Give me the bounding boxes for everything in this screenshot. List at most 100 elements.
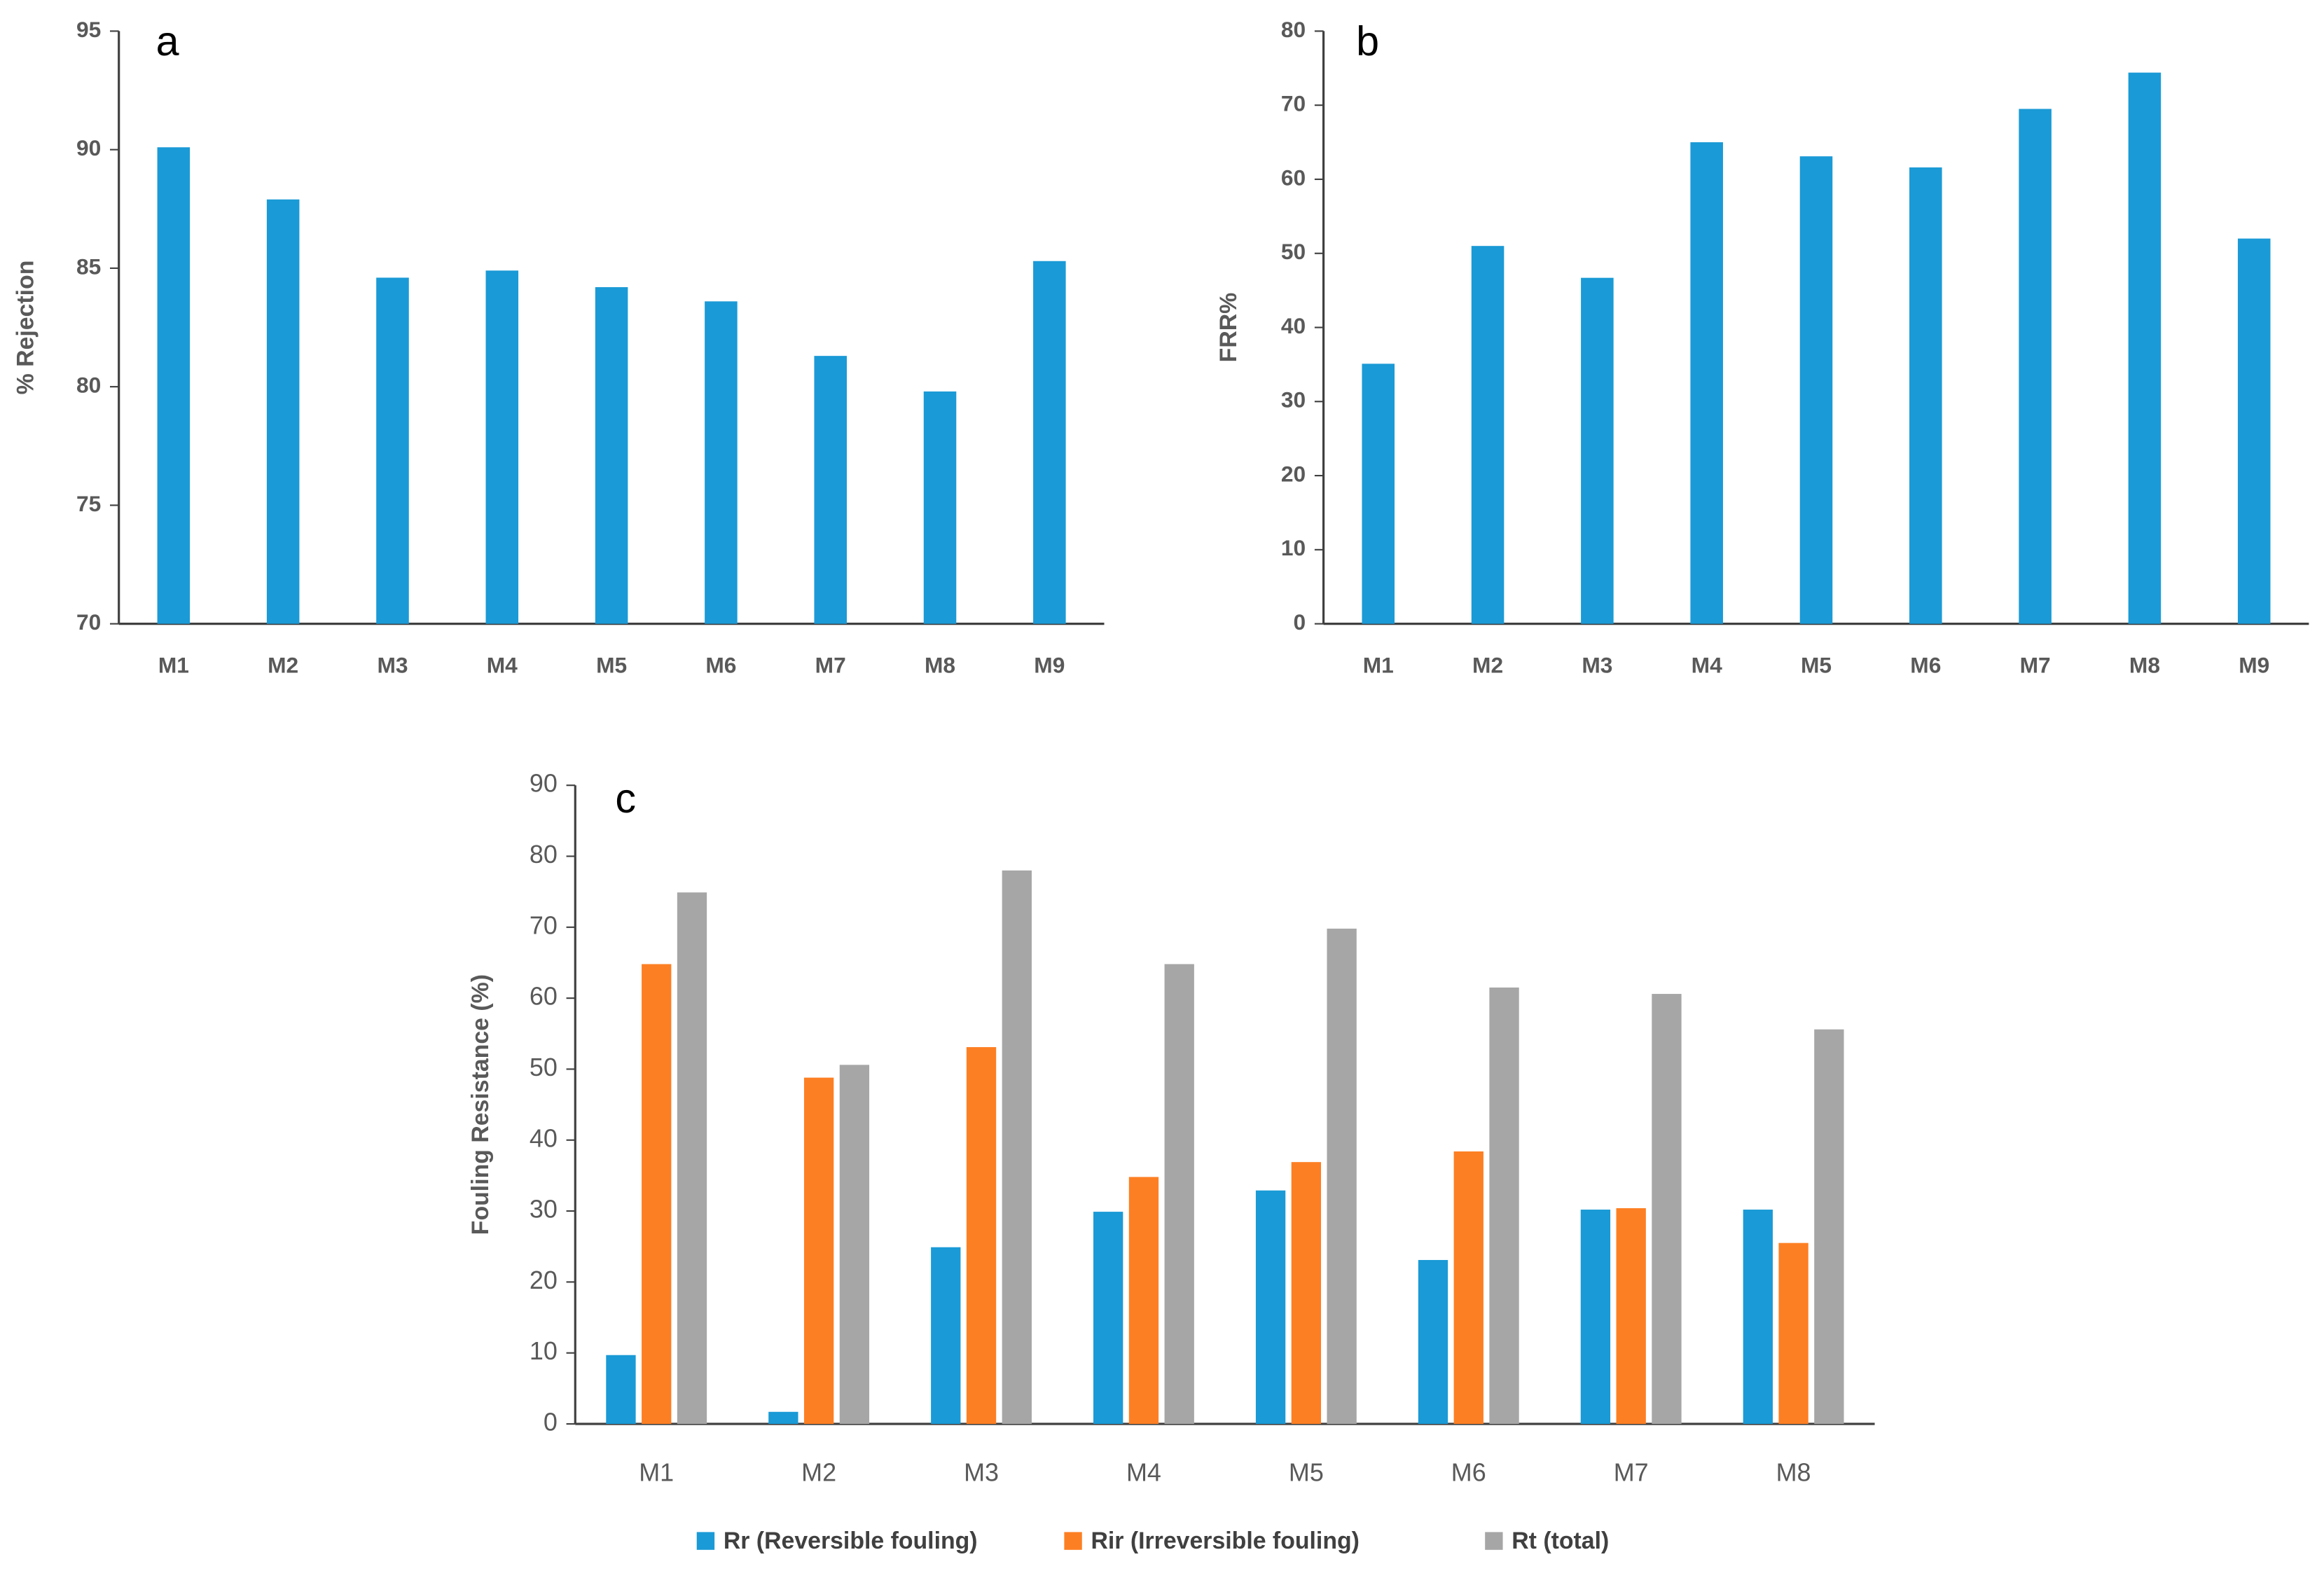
- bar: [839, 1065, 870, 1424]
- legend-label: Rr (Reversible fouling): [724, 1528, 978, 1554]
- bar: [814, 356, 847, 624]
- x-tick-label: M3: [377, 652, 408, 677]
- bar: [1093, 1212, 1123, 1424]
- x-tick-label: M7: [2020, 652, 2051, 677]
- y-tick-label: 80: [1281, 17, 1306, 42]
- y-tick-label: 40: [1281, 313, 1306, 338]
- x-tick-label: M4: [1126, 1458, 1161, 1486]
- y-tick-label: 90: [76, 135, 101, 160]
- bar: [485, 270, 519, 624]
- x-tick-label: M8: [2129, 652, 2160, 677]
- x-tick-label: M4: [487, 652, 518, 677]
- y-tick-label: 30: [1281, 387, 1306, 413]
- y-axis-title: % Rejection: [12, 261, 39, 395]
- bar: [1616, 1208, 1646, 1424]
- bar: [1291, 1162, 1322, 1424]
- x-tick-label: M1: [639, 1458, 674, 1486]
- bar: [923, 391, 957, 624]
- bar: [1799, 156, 1833, 624]
- y-axis-title: Fouling Resistance (%): [467, 974, 494, 1235]
- bar: [1909, 167, 1942, 624]
- bar: [2128, 72, 2162, 624]
- x-tick-label: M7: [815, 652, 846, 677]
- bar: [606, 1355, 636, 1424]
- bar: [1489, 987, 1519, 1424]
- bar: [768, 1411, 798, 1424]
- bar: [1033, 261, 1066, 624]
- y-tick-label: 10: [1281, 535, 1306, 560]
- x-tick-label: M7: [1614, 1458, 1649, 1486]
- x-tick-label: M4: [1692, 652, 1722, 677]
- y-tick-label: 50: [1281, 239, 1306, 264]
- bar: [1418, 1259, 1448, 1424]
- y-tick-label: 80: [76, 373, 101, 398]
- bar: [1778, 1243, 1808, 1424]
- x-tick-label: M5: [596, 652, 627, 677]
- legend-label: Rt (total): [1512, 1528, 1609, 1554]
- y-tick-label: 20: [1281, 461, 1306, 486]
- x-tick-label: M5: [1289, 1458, 1324, 1486]
- y-tick-label: 75: [76, 491, 101, 516]
- bar: [1652, 994, 1682, 1424]
- x-tick-label: M1: [158, 652, 189, 677]
- bar: [1453, 1151, 1483, 1424]
- y-tick-label: 85: [76, 254, 101, 279]
- x-tick-label: M6: [705, 652, 736, 677]
- bar: [642, 964, 672, 1424]
- x-tick-label: M5: [1801, 652, 1832, 677]
- bar: [376, 277, 409, 624]
- y-tick-label: 0: [1294, 609, 1306, 635]
- bar: [705, 301, 738, 624]
- x-tick-label: M8: [1776, 1458, 1811, 1486]
- panel-label: b: [1356, 18, 1379, 64]
- x-tick-label: M1: [1363, 652, 1394, 677]
- bar: [1814, 1029, 1844, 1424]
- y-tick-label: 60: [1281, 165, 1306, 190]
- bar: [1690, 142, 1723, 624]
- bar: [677, 892, 707, 1424]
- bar: [1128, 1177, 1159, 1424]
- bar: [1362, 364, 1395, 624]
- bar: [1164, 964, 1194, 1424]
- legend-swatch: [696, 1532, 715, 1550]
- bar: [1581, 277, 1614, 624]
- x-tick-label: M3: [1582, 652, 1612, 677]
- y-tick-label: 10: [530, 1336, 558, 1365]
- x-tick-label: M2: [1472, 652, 1503, 677]
- legend-swatch: [1485, 1532, 1503, 1550]
- y-tick-label: 50: [530, 1053, 558, 1081]
- legend-swatch: [1064, 1532, 1082, 1550]
- x-tick-label: M8: [925, 652, 955, 677]
- y-tick-label: 40: [530, 1123, 558, 1152]
- y-tick-label: 70: [76, 609, 101, 635]
- y-tick-label: 60: [530, 982, 558, 1011]
- legend-label: Rir (Irreversible fouling): [1091, 1528, 1359, 1554]
- bar: [1002, 870, 1032, 1424]
- bar: [1327, 928, 1357, 1424]
- panel-label: a: [156, 18, 179, 64]
- y-tick-label: 0: [544, 1407, 558, 1436]
- bar: [1580, 1210, 1611, 1424]
- bar: [595, 286, 628, 624]
- y-tick-label: 70: [1281, 91, 1306, 116]
- x-tick-label: M9: [2239, 652, 2269, 677]
- x-tick-label: M6: [1451, 1458, 1486, 1486]
- bar: [1743, 1210, 1773, 1424]
- bar: [2237, 238, 2271, 624]
- y-tick-label: 95: [76, 17, 101, 42]
- bar: [1255, 1190, 1286, 1424]
- bar: [966, 1047, 997, 1424]
- x-tick-label: M3: [964, 1458, 999, 1486]
- bar: [1471, 246, 1505, 624]
- bar: [803, 1077, 834, 1424]
- x-tick-label: M2: [268, 652, 298, 677]
- bar: [931, 1247, 961, 1424]
- panel-label: c: [615, 775, 636, 822]
- bar: [266, 199, 300, 624]
- y-tick-label: 70: [530, 911, 558, 939]
- y-tick-label: 20: [530, 1266, 558, 1294]
- y-tick-label: 80: [530, 840, 558, 868]
- x-tick-label: M6: [1910, 652, 1941, 677]
